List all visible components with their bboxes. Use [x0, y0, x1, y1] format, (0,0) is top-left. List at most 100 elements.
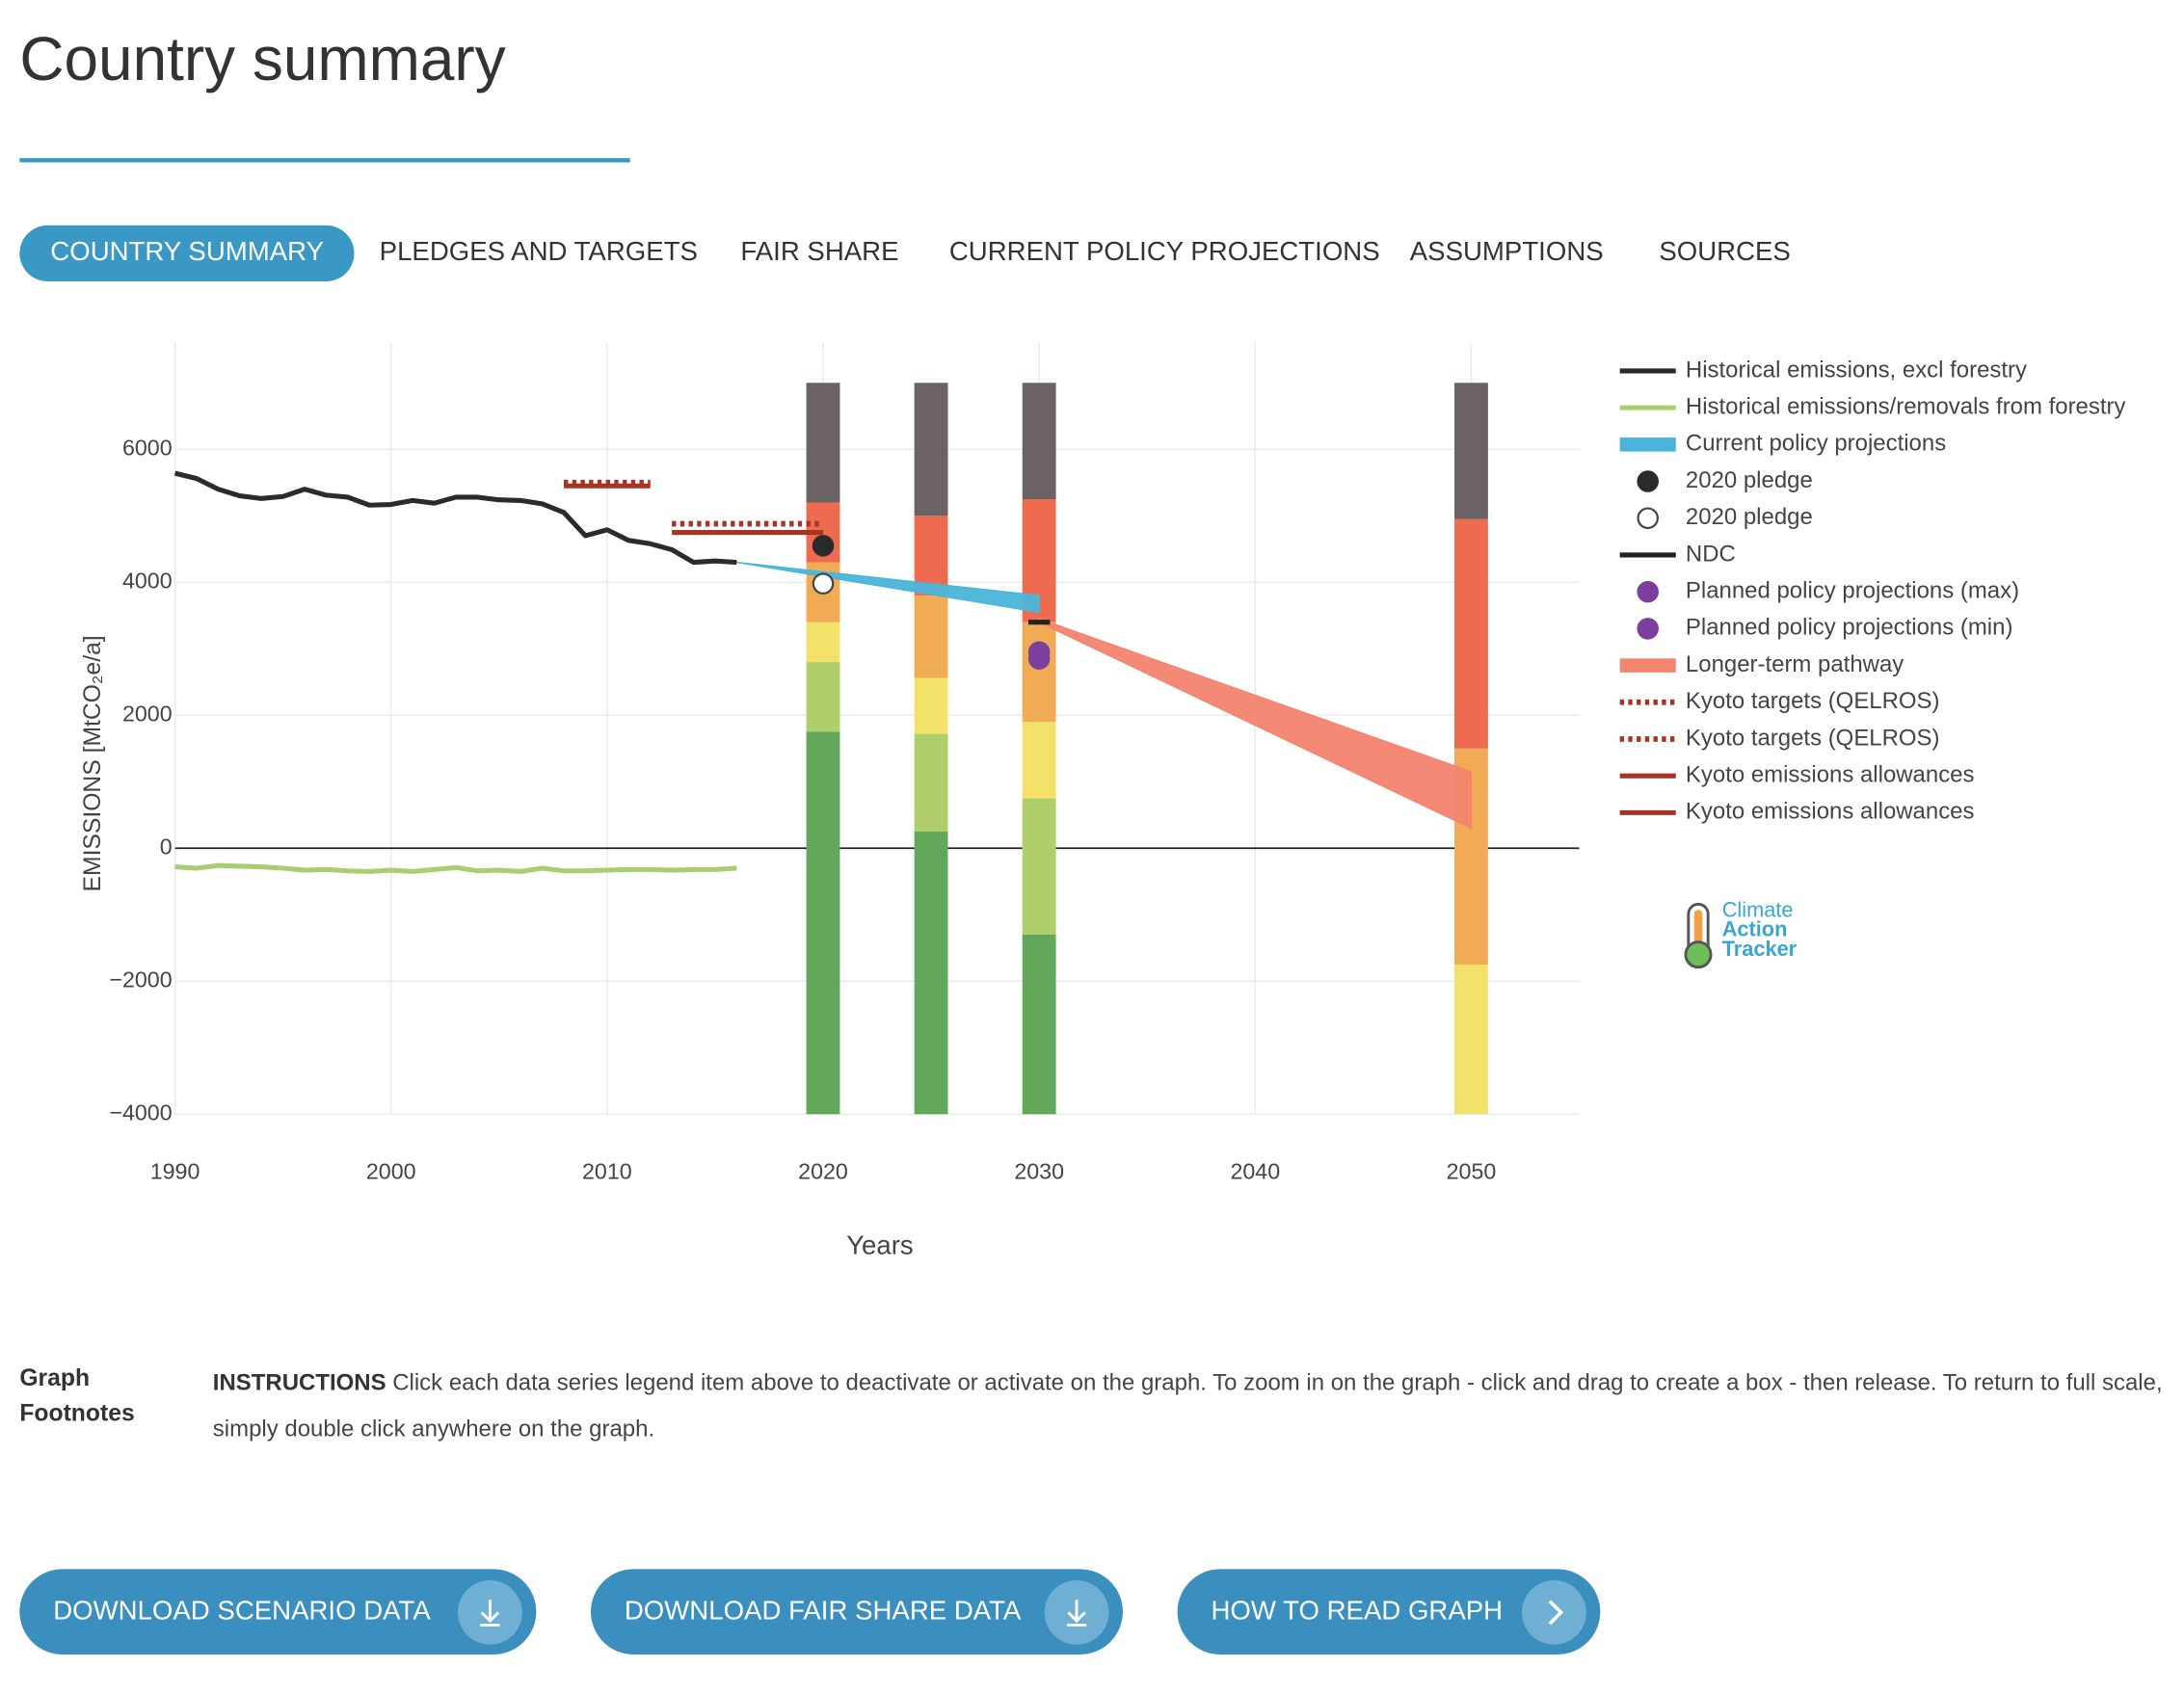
bar-segment: [914, 677, 948, 734]
icon: [1066, 1600, 1087, 1627]
bar-segment: [1022, 383, 1056, 500]
legend-label: Planned policy projections (min): [1686, 615, 2013, 641]
bar-segment: [1022, 622, 1056, 723]
legend-item[interactable]: Planned policy projections (max): [1637, 577, 2020, 603]
icon: [1548, 1600, 1564, 1626]
logo: Climate Action Tracker: [1684, 897, 1798, 969]
download-icon: [458, 1579, 522, 1645]
legend-label: Planned policy projections (max): [1686, 577, 2019, 603]
y-tick-label: 6000: [122, 435, 173, 460]
legend-item[interactable]: NDC: [1619, 541, 1736, 567]
legend-symbol: [1637, 470, 1659, 492]
read-graph-button[interactable]: HOW TO READ GRAPH: [1177, 1569, 1601, 1654]
legend-label: Historical emissions/removals from fores…: [1686, 393, 2126, 419]
y-tick-label: −4000: [109, 1099, 172, 1125]
x-tick-label: 1990: [150, 1158, 200, 1183]
bar-segment: [806, 383, 840, 503]
title-underline: [19, 158, 630, 163]
legend-item[interactable]: Historical emissions, excl forestry: [1619, 357, 2027, 383]
y-tick-label: −2000: [109, 966, 172, 992]
y-tick-label: 4000: [122, 568, 173, 593]
download-icon: [1044, 1579, 1109, 1645]
legend-label: Longer-term pathway: [1686, 651, 1904, 677]
logo-bulb: [1684, 940, 1713, 969]
x-tick-label: 2020: [798, 1158, 848, 1183]
legend-item[interactable]: Kyoto targets (QELROS): [1619, 688, 1940, 714]
logo-text: Tracker: [1722, 937, 1798, 961]
legend-item[interactable]: Kyoto targets (QELROS): [1619, 725, 1940, 751]
series-marker: [812, 572, 835, 595]
legend-item[interactable]: Historical emissions/removals from fores…: [1619, 393, 2126, 419]
footnote-text: INSTRUCTIONS Click each data series lege…: [213, 1361, 2166, 1453]
bar-segment: [914, 596, 948, 678]
footnote-body: Click each data series legend item above…: [212, 1370, 2163, 1443]
x-tick-label: 2050: [1447, 1158, 1497, 1183]
legend-symbol: [1637, 507, 1659, 530]
series-line: [173, 470, 737, 566]
legend-item[interactable]: 2020 pledge: [1637, 504, 1813, 530]
legend-label: Kyoto emissions allowances: [1686, 799, 1975, 825]
legend-symbol: [1637, 580, 1659, 603]
footnote-label: INSTRUCTIONS: [212, 1370, 386, 1396]
tab[interactable]: FAIR SHARE: [740, 237, 899, 268]
legend-label: Kyoto targets (QELROS): [1686, 725, 1940, 751]
bar-segment: [1022, 934, 1056, 1115]
x-tick-label: 2000: [366, 1158, 416, 1183]
series-area: [736, 561, 1040, 614]
bar-segment: [806, 622, 840, 663]
bar-segment: [914, 832, 948, 1115]
bar-segment: [914, 733, 948, 833]
bar-segment: [914, 383, 948, 516]
button-label: HOW TO READ GRAPH: [1211, 1597, 1504, 1627]
bar-segment: [806, 662, 840, 732]
y-tick-label: 0: [160, 834, 173, 859]
bar-segment: [806, 731, 840, 1115]
series-line: [174, 862, 737, 874]
legend-symbol: [1619, 437, 1676, 452]
logo-text: Action: [1722, 917, 1788, 941]
legend-item[interactable]: Kyoto emissions allowances: [1619, 799, 1975, 825]
series-marker: [1027, 648, 1051, 670]
series-marker: [812, 535, 835, 557]
legend-label: 2020 pledge: [1686, 504, 1813, 530]
logo-text: Climate: [1722, 897, 1794, 921]
y-axis-title: EMISSIONS [MtCO₂e/a]: [80, 635, 106, 891]
legend-item[interactable]: Longer-term pathway: [1619, 651, 1904, 677]
legend-label: Kyoto emissions allowances: [1686, 762, 1975, 788]
tab[interactable]: SOURCES: [1659, 237, 1791, 268]
footnote-heading: Graph Footnotes: [19, 1364, 135, 1427]
legend-item[interactable]: Kyoto emissions allowances: [1619, 762, 1975, 788]
tab[interactable]: CURRENT POLICY PROJECTIONS: [948, 237, 1380, 268]
legend-label: 2020 pledge: [1686, 467, 1813, 493]
legend-item[interactable]: 2020 pledge: [1637, 467, 1813, 493]
download-button[interactable]: DOWNLOAD SCENARIO DATA: [19, 1569, 537, 1654]
button-label: DOWNLOAD FAIR SHARE DATA: [624, 1597, 1022, 1627]
y-tick-label: 2000: [122, 701, 173, 726]
x-tick-label: 2040: [1230, 1158, 1280, 1183]
x-axis-title: Years: [846, 1231, 914, 1260]
legend-label: Historical emissions, excl forestry: [1686, 357, 2027, 383]
bar-segment: [1022, 798, 1056, 935]
legend-label: Kyoto targets (QELROS): [1686, 688, 1940, 714]
chevron-icon: [1521, 1579, 1586, 1645]
tab[interactable]: PLEDGES AND TARGETS: [379, 237, 698, 268]
tab[interactable]: ASSUMPTIONS: [1409, 237, 1604, 268]
tab[interactable]: COUNTRY SUMMARY: [19, 225, 355, 281]
legend-item[interactable]: Planned policy projections (min): [1637, 615, 2013, 641]
bar-segment: [1454, 518, 1488, 749]
x-tick-label: 2030: [1014, 1158, 1064, 1183]
chart: 1990 2000 2010 2020 2030 2040 2050 −4000 −2000 0 2…: [80, 342, 2126, 1260]
bar-segment: [1454, 965, 1488, 1115]
page-title: Country summary: [19, 25, 506, 94]
legend-symbol: [1637, 618, 1659, 640]
bar-segment: [1454, 383, 1488, 519]
x-tick-label: 2010: [582, 1158, 632, 1183]
legend-item[interactable]: Current policy projections: [1619, 431, 1947, 457]
bar-segment: [1022, 722, 1056, 799]
legend-label: NDC: [1686, 541, 1736, 567]
legend-symbol: [1619, 658, 1676, 673]
download-button[interactable]: DOWNLOAD FAIR SHARE DATA: [590, 1569, 1123, 1654]
icon: [480, 1600, 500, 1627]
